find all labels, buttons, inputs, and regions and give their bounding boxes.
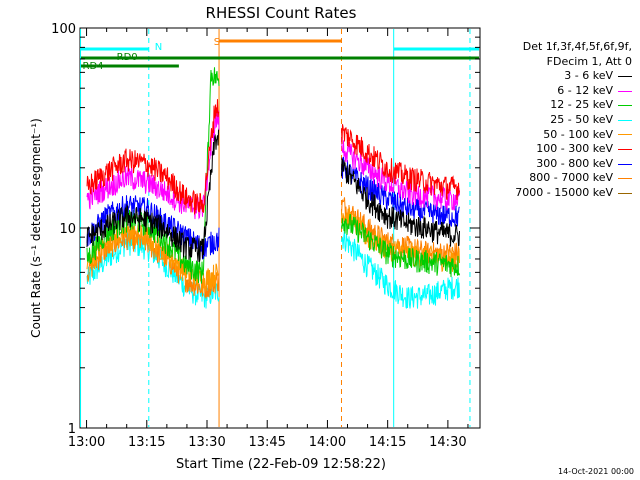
legend-header: FDecim 1, Att 0 (546, 54, 632, 68)
interval-label: RD0 (117, 52, 138, 63)
interval-label: S (214, 37, 220, 48)
x-tick-label: 13:00 (68, 435, 105, 450)
y-tick-label: 10 (59, 222, 76, 237)
legend: Det 1f,3f,4f,5f,6f,9f, FDecim 1, Att 0 3… (470, 40, 632, 201)
y-tick-label: 1 (68, 422, 76, 437)
legend-entry: 800 - 7000 keV (470, 171, 632, 186)
chart-title: RHESSI Count Rates (206, 4, 357, 22)
legend-swatch (618, 90, 632, 92)
y-tick-label: 100 (51, 22, 76, 37)
x-axis: 13:00 13:15 13:30 13:45 14:00 14:15 14:30 (68, 28, 469, 450)
x-tick-label: 13:45 (248, 435, 285, 450)
legend-swatch (618, 178, 632, 180)
legend-header: Det 1f,3f,4f,5f,6f,9f, (522, 40, 632, 53)
y-axis-label: Count Rate (s⁻¹ detector segment⁻¹) (29, 118, 43, 338)
legend-swatch (618, 192, 632, 194)
legend-entry: 12 - 25 keV (470, 98, 632, 113)
x-tick-label: 14:15 (369, 435, 406, 450)
legend-swatch (618, 163, 632, 165)
legend-label: 100 - 300 keV (536, 142, 613, 156)
legend-label: 3 - 6 keV (564, 69, 613, 83)
y-axis: 1 10 100 (51, 22, 480, 437)
legend-swatch (618, 148, 632, 150)
series-line (86, 128, 460, 262)
x-axis-label: Start Time (22-Feb-09 12:58:22) (176, 457, 386, 472)
legend-entry: 25 - 50 keV (470, 113, 632, 128)
x-tick-label: 14:30 (429, 435, 466, 450)
legend-swatch (618, 134, 632, 136)
legend-entry: 7000 - 15000 keV (470, 186, 632, 201)
legend-label: 12 - 25 keV (550, 98, 613, 112)
series-line (86, 99, 460, 215)
legend-label: 6 - 12 keV (557, 83, 613, 97)
x-tick-label: 13:30 (188, 435, 225, 450)
legend-entry: 100 - 300 keV (470, 142, 632, 157)
generation-date: 14-Oct-2021 00:00 (558, 467, 634, 476)
x-tick-label: 14:00 (309, 435, 346, 450)
legend-label: 25 - 50 keV (550, 112, 613, 126)
legend-label: 7000 - 15000 keV (515, 185, 613, 199)
legend-label: 300 - 800 keV (536, 156, 613, 170)
legend-label: 50 - 100 keV (543, 127, 613, 141)
x-tick-label: 13:15 (128, 435, 165, 450)
legend-label: 800 - 7000 keV (529, 171, 613, 185)
legend-entry: 3 - 6 keV (470, 69, 632, 84)
interval-bars: N S RD0 RD4 (81, 37, 479, 72)
legend-entry: 50 - 100 keV (470, 128, 632, 143)
interval-label: N (155, 42, 162, 53)
legend-swatch (618, 119, 632, 121)
legend-swatch (618, 75, 632, 77)
legend-entry: 6 - 12 keV (470, 84, 632, 99)
legend-swatch (618, 105, 632, 107)
series-layer (86, 67, 460, 309)
legend-entry: 300 - 800 keV (470, 157, 632, 172)
interval-label: RD4 (83, 61, 104, 72)
plot-area: N S RD0 RD4 (79, 27, 481, 429)
